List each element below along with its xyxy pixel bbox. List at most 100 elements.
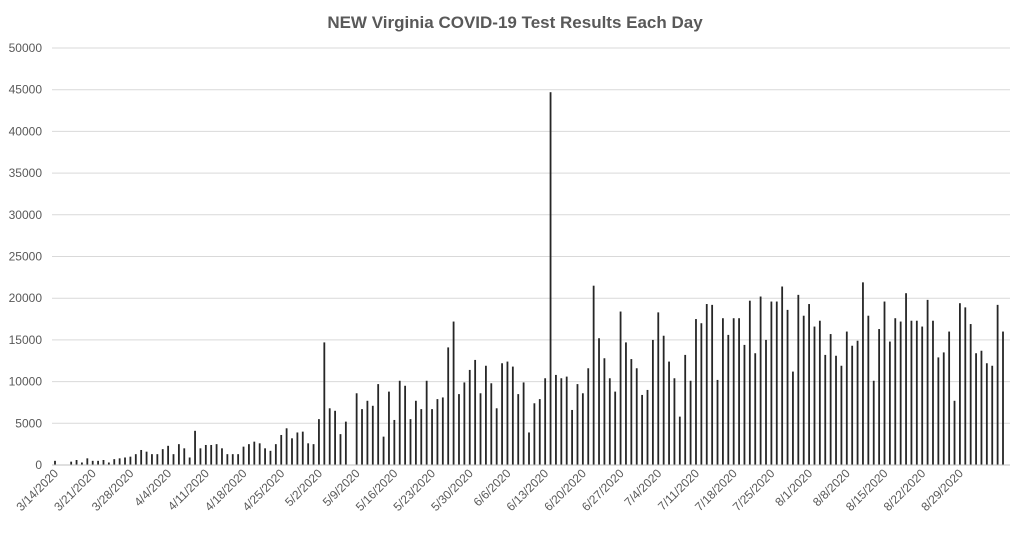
bar [436, 399, 439, 465]
bar [996, 304, 999, 465]
bar [888, 341, 891, 465]
bar [183, 448, 186, 465]
bar [129, 456, 132, 465]
bar [124, 457, 126, 465]
bar [312, 444, 315, 465]
bar [177, 444, 180, 465]
bar [802, 315, 805, 465]
bar [393, 419, 396, 465]
bar [711, 304, 714, 465]
bar [199, 448, 202, 465]
bar [409, 419, 412, 465]
y-tick-label: 50000 [9, 41, 43, 55]
bar [818, 320, 821, 465]
bar [969, 324, 972, 465]
x-tick-label: 7/25/2020 [730, 466, 778, 514]
bar [722, 318, 724, 465]
bar [845, 331, 848, 465]
bar [657, 312, 660, 465]
bar [948, 331, 951, 465]
bar [107, 462, 110, 465]
bar [215, 444, 218, 465]
bar [910, 320, 913, 465]
bar [915, 320, 918, 465]
bar [942, 352, 945, 465]
bar [662, 335, 665, 465]
bar [210, 444, 213, 465]
bar [237, 454, 240, 465]
bar [188, 457, 191, 465]
bar [689, 380, 692, 465]
bar [797, 294, 800, 465]
x-tick-label: 4/25/2020 [240, 466, 288, 514]
bar [420, 409, 423, 465]
bar [285, 428, 288, 465]
bar [231, 454, 234, 465]
bar [867, 315, 870, 465]
bar [194, 430, 196, 465]
bar [905, 293, 907, 465]
bar [538, 399, 541, 465]
bar [522, 382, 525, 465]
bar [975, 353, 977, 465]
bar [555, 374, 557, 465]
bar [377, 384, 380, 465]
bar [81, 462, 83, 465]
bar [786, 309, 789, 465]
bar [511, 366, 514, 465]
bar [151, 454, 153, 465]
x-tick-label: 6/27/2020 [579, 466, 627, 514]
bar [770, 301, 773, 465]
bar [425, 380, 428, 465]
bar [565, 376, 568, 465]
bar [334, 410, 336, 465]
bar [851, 345, 854, 465]
bar [932, 320, 934, 465]
bar [581, 393, 584, 465]
bar [291, 438, 293, 465]
y-tick-label: 5000 [15, 416, 42, 430]
bar [339, 434, 342, 465]
bar [264, 448, 266, 465]
bar [458, 394, 460, 465]
bar [134, 454, 137, 465]
y-tick-label: 15000 [9, 333, 43, 347]
bar [204, 444, 207, 465]
bar [668, 361, 670, 465]
bar [678, 416, 681, 465]
bar [156, 454, 159, 465]
bar [964, 307, 967, 465]
bar [705, 304, 708, 465]
bar [371, 405, 374, 465]
bar [318, 419, 320, 465]
bar [808, 304, 810, 465]
bar [328, 408, 331, 465]
bar [301, 431, 304, 465]
bar [754, 353, 757, 465]
bar [759, 296, 762, 465]
bar [716, 379, 719, 465]
bar [592, 285, 595, 465]
bar [991, 365, 994, 465]
bar [608, 378, 611, 465]
bar [684, 354, 687, 465]
bar [732, 318, 735, 465]
bar [140, 449, 143, 465]
bar [587, 368, 590, 465]
bar [253, 441, 256, 465]
bar [625, 342, 627, 465]
bar [560, 378, 563, 465]
bar [651, 339, 654, 465]
y-tick-label: 10000 [9, 375, 43, 389]
bar [382, 436, 385, 465]
x-tick-label: 5/2/2020 [282, 466, 325, 509]
bar [937, 357, 940, 465]
bar [1002, 331, 1004, 465]
bar [953, 400, 956, 465]
bar [226, 454, 229, 465]
bar [549, 92, 552, 465]
bar [242, 446, 245, 465]
bar [576, 384, 579, 465]
bar [161, 449, 164, 465]
bar [824, 354, 827, 465]
